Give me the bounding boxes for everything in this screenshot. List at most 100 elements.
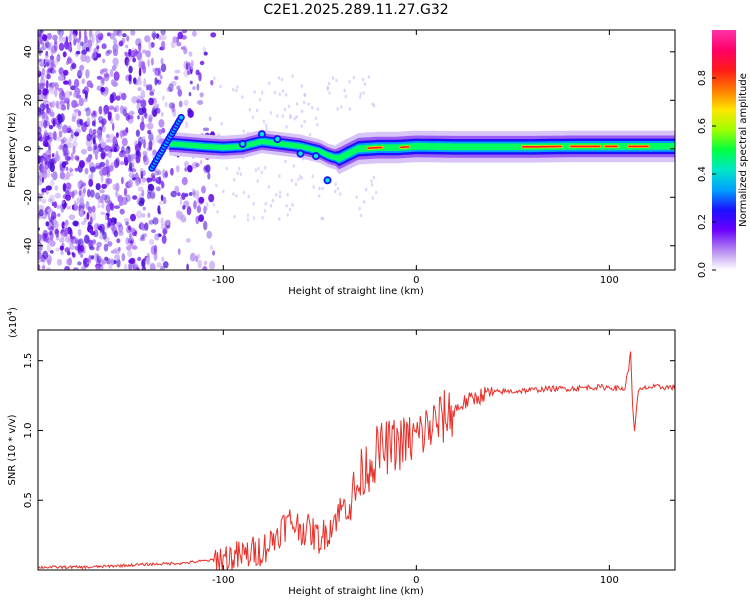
faint-speckle xyxy=(232,87,235,92)
noise-blob xyxy=(111,65,117,71)
noise-blob xyxy=(88,178,94,187)
noise-blob xyxy=(100,151,106,160)
noise-blob xyxy=(123,129,128,134)
noise-blob xyxy=(146,177,150,184)
noise-blob xyxy=(101,68,108,73)
noise-blob xyxy=(124,217,130,223)
noise-blob xyxy=(65,171,70,181)
noise-blob xyxy=(45,221,50,227)
faint-speckle xyxy=(258,97,262,102)
noise-blob xyxy=(58,105,64,110)
noise-blob xyxy=(68,214,76,220)
noise-blob xyxy=(86,156,92,163)
faint-speckle xyxy=(291,203,294,207)
noise-blob xyxy=(149,239,155,246)
noise-blob xyxy=(113,37,117,45)
noise-blob xyxy=(72,220,79,227)
noise-blob xyxy=(55,123,60,128)
faint-speckle xyxy=(363,200,366,204)
trace-blob-core xyxy=(325,178,330,183)
noise-blob xyxy=(177,89,183,97)
noise-blob xyxy=(58,145,64,151)
noise-blob xyxy=(41,177,45,183)
noise-blob xyxy=(142,65,147,74)
noise-blob xyxy=(64,40,70,50)
noise-blob xyxy=(112,64,117,72)
noise-blob xyxy=(46,115,49,123)
faint-speckle xyxy=(235,194,238,198)
faint-speckle xyxy=(371,102,374,106)
noise-blob xyxy=(139,121,145,131)
noise-blob xyxy=(188,192,193,196)
faint-speckle xyxy=(222,189,225,194)
noise-blob xyxy=(148,114,153,121)
noise-blob xyxy=(45,50,49,57)
noise-blob xyxy=(126,58,129,68)
noise-blob xyxy=(134,143,141,153)
noise-blob xyxy=(98,105,103,115)
noise-blob xyxy=(184,161,189,168)
snr-x-axis-label: Height of straight line (km) xyxy=(288,586,424,597)
noise-blob xyxy=(48,219,54,225)
noise-blob xyxy=(84,167,89,175)
noise-blob xyxy=(83,86,89,95)
noise-blob xyxy=(177,31,184,40)
noise-blob xyxy=(148,140,153,150)
noise-blob xyxy=(203,260,208,266)
noise-blob xyxy=(94,192,101,200)
noise-blob xyxy=(64,235,70,243)
noise-blob xyxy=(64,265,70,270)
trace-blob-core xyxy=(240,141,245,147)
spectrogram-frame xyxy=(37,29,676,271)
noise-blob xyxy=(202,127,210,132)
noise-blob xyxy=(100,152,106,159)
noise-blob xyxy=(114,205,120,210)
noise-blob xyxy=(107,165,114,172)
faint-speckle xyxy=(286,213,289,217)
faint-speckle xyxy=(278,217,281,221)
faint-speckle xyxy=(253,90,256,94)
noise-blob xyxy=(92,239,96,244)
noise-blob xyxy=(71,116,76,122)
noise-blob xyxy=(107,241,113,247)
noise-blob xyxy=(108,265,113,270)
faint-speckle xyxy=(321,186,324,191)
noise-blob xyxy=(113,107,117,113)
noise-blob xyxy=(42,258,46,267)
noise-blob xyxy=(142,206,146,211)
trace-blob-core xyxy=(259,132,265,137)
noise-blob xyxy=(45,80,49,89)
noise-blob xyxy=(105,177,110,187)
noise-blob xyxy=(104,215,108,221)
noise-blob xyxy=(91,120,96,127)
x-tick-label: 100 xyxy=(600,275,619,286)
noise-blob xyxy=(131,245,138,250)
noise-blob xyxy=(90,255,95,260)
noise-blob xyxy=(73,108,80,113)
x-tick-label: 0 xyxy=(413,575,419,586)
noise-blob xyxy=(195,69,200,76)
faint-speckle xyxy=(220,121,223,126)
faint-speckle xyxy=(359,95,362,100)
noise-blob xyxy=(162,196,167,205)
noise-blob xyxy=(40,166,48,174)
noise-blob xyxy=(45,103,49,109)
noise-blob xyxy=(70,85,76,91)
faint-speckle xyxy=(268,81,271,86)
faint-speckle xyxy=(242,129,245,134)
noise-blob xyxy=(115,157,120,167)
colorbar-gradient xyxy=(712,30,736,270)
noise-blob xyxy=(76,156,80,162)
noise-blob xyxy=(137,87,142,92)
noise-blob xyxy=(92,239,96,246)
faint-speckle xyxy=(284,159,287,164)
noise-blob xyxy=(100,86,105,93)
noise-blob xyxy=(89,209,93,218)
noise-blob xyxy=(51,45,57,54)
faint-speckle xyxy=(352,75,356,80)
noise-blob xyxy=(123,147,129,158)
noise-blob xyxy=(185,238,191,243)
noise-blob xyxy=(46,243,51,253)
noise-blob xyxy=(162,181,165,189)
faint-speckle xyxy=(318,186,321,191)
